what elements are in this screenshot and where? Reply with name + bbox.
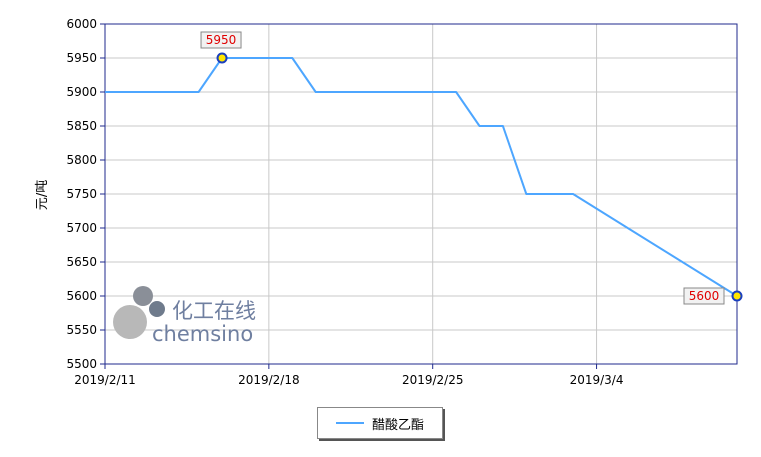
y-tick-label: 5700 [66, 221, 97, 235]
annotation-label: 5950 [206, 33, 237, 47]
annotation-label: 5600 [689, 289, 720, 303]
x-tick-label: 2019/3/4 [570, 373, 624, 387]
y-tick-label: 5550 [66, 323, 97, 337]
annotation-box [200, 31, 242, 49]
axes [100, 23, 738, 369]
y-tick-labels: 5500 5550 5600 5650 5700 5750 5800 5850 5900 5950… [66, 17, 97, 371]
x-tick-label: 2019/2/11 [74, 373, 136, 387]
annotated-point-marker [216, 52, 228, 64]
y-tick-label: 5900 [66, 85, 97, 99]
y-tick-label: 5650 [66, 255, 97, 269]
y-tick-label: 5600 [66, 289, 97, 303]
y-axis-label: 元/吨 [35, 180, 50, 210]
annotation-box [683, 287, 725, 305]
watermark-en: chemsino [152, 322, 253, 346]
x-tick-label: 2019/2/25 [402, 373, 464, 387]
y-tick-label: 5800 [66, 153, 97, 167]
series [105, 57, 738, 297]
annotations: 5950 5600 [200, 31, 743, 305]
legend-label: 醋酸乙酯 [371, 417, 424, 433]
x-tick-label: 2019/2/18 [238, 373, 300, 387]
y-tick-label: 5750 [66, 187, 97, 201]
y-tick-label: 5500 [66, 357, 97, 371]
series-line [105, 57, 738, 297]
annotated-point-marker [731, 290, 743, 302]
chemsino-watermark: 化工在线 chemsino [113, 286, 256, 346]
watermark-cn: 化工在线 [172, 299, 256, 323]
y-tick-label: 5950 [66, 51, 97, 65]
y-tick-label: 6000 [66, 17, 97, 31]
x-tick-labels: 2019/2/11 2019/2/18 2019/2/25 2019/3/4 [74, 373, 623, 387]
y-tick-label: 5850 [66, 119, 97, 133]
legend-line-swatch [335, 422, 364, 424]
plot-frame [104, 23, 738, 365]
legend: 醋酸乙酯 [317, 407, 443, 439]
